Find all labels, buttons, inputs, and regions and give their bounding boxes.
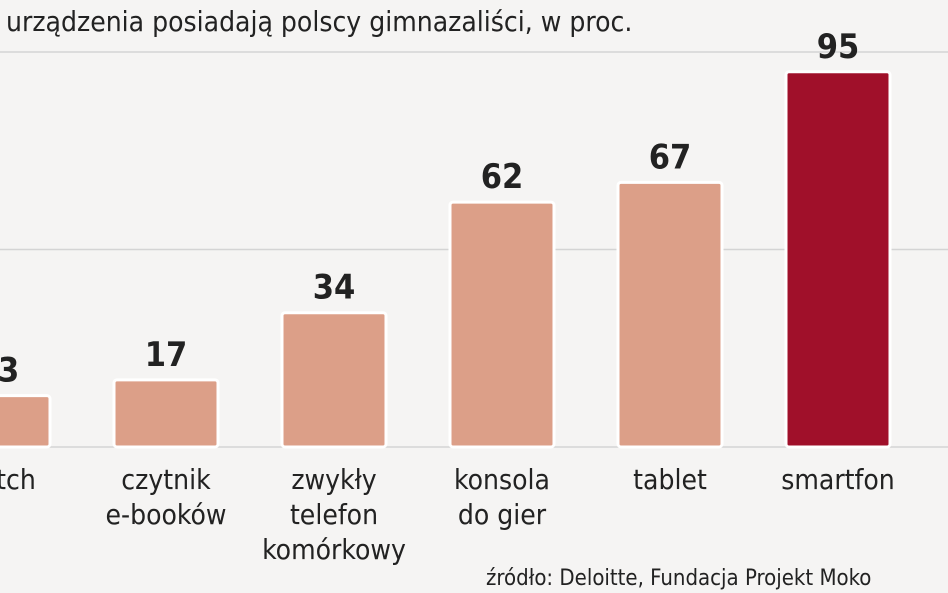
value-label: 34 xyxy=(313,268,356,308)
x-tick-label: konsola xyxy=(454,463,550,496)
bar xyxy=(0,394,52,449)
value-label: 67 xyxy=(649,137,692,177)
x-tick-label: tablet xyxy=(633,463,707,496)
bar xyxy=(784,70,892,449)
x-tick-label: komórkowy xyxy=(262,533,406,566)
source: źródło: Deloitte, Fundacja Projekt Moko xyxy=(486,566,871,591)
bar xyxy=(616,180,724,449)
bar xyxy=(112,378,220,449)
value-label: 17 xyxy=(145,335,188,375)
x-tick-label: zwykły xyxy=(291,463,376,496)
x-tick-label: watch xyxy=(0,463,36,496)
bar xyxy=(280,311,388,449)
value-label: 62 xyxy=(481,157,524,197)
x-tick-label: smartfon xyxy=(781,463,895,496)
bar xyxy=(448,200,556,449)
value-label: 95 xyxy=(817,27,860,67)
x-tick-label: czytnik xyxy=(121,463,211,496)
x-tick-label: e-booków xyxy=(105,498,226,531)
x-tick-label: telefon xyxy=(290,498,378,531)
chart-title: urządzenia posiadają polscy gimnazaliści… xyxy=(6,5,632,38)
x-tick-label: do gier xyxy=(458,498,547,531)
value-label: 13 xyxy=(0,351,19,391)
